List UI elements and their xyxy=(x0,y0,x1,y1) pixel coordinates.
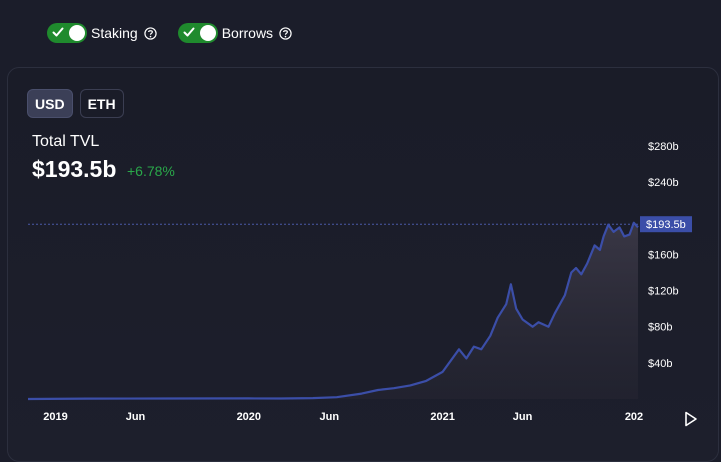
borrows-switch[interactable] xyxy=(177,23,218,43)
tvl-chart[interactable]: $40b $80b $120b $160b $240b $280b $193.5b 201… xyxy=(8,68,719,462)
tvl-change: +6.78% xyxy=(127,163,175,179)
x-tick-label: Jun xyxy=(126,411,146,423)
tvl-chart-card: USD ETH Total TVL $193.5b +6.78% $40b $80… xyxy=(7,67,719,462)
current-value-label: $193.5b xyxy=(646,219,686,231)
y-tick-label: $280b xyxy=(648,141,679,153)
check-icon xyxy=(52,27,64,37)
x-tick-label: 202 xyxy=(625,411,643,423)
tvl-value: $193.5b xyxy=(32,156,117,182)
usd-button[interactable]: USD xyxy=(27,89,73,118)
play-icon[interactable] xyxy=(684,411,698,427)
x-tick-label: 2021 xyxy=(430,411,454,423)
chart-toggles: Staking Borrows xyxy=(47,23,292,43)
help-icon[interactable] xyxy=(279,26,292,40)
borrows-label: Borrows xyxy=(221,25,274,41)
y-tick-label: $80b xyxy=(648,322,672,334)
x-axis: 2019 Jun 2020 Jun 2021 Jun 202 xyxy=(43,411,643,423)
staking-switch[interactable] xyxy=(47,23,87,43)
check-icon xyxy=(183,27,195,37)
tvl-line xyxy=(27,221,639,401)
y-axis: $40b $80b $120b $160b $240b $280b xyxy=(648,141,679,370)
currency-tabs: USD ETH xyxy=(27,89,124,118)
y-tick-label: $160b xyxy=(648,249,679,261)
switch-knob xyxy=(199,25,216,41)
tvl-title: Total TVL xyxy=(32,133,100,150)
tvl-area xyxy=(28,222,638,399)
help-icon[interactable] xyxy=(144,26,157,40)
staking-label: Staking xyxy=(91,25,138,41)
eth-button[interactable]: ETH xyxy=(79,89,124,118)
x-tick-label: 2019 xyxy=(43,411,67,423)
switch-knob xyxy=(69,25,85,41)
y-tick-label: $120b xyxy=(648,286,679,298)
x-tick-label: Jun xyxy=(320,411,340,423)
y-tick-label: $40b xyxy=(648,358,672,370)
toggle-borrows: Borrows xyxy=(177,23,292,43)
current-value-tag xyxy=(640,216,692,233)
toggle-staking: Staking xyxy=(47,23,157,43)
x-tick-label: Jun xyxy=(513,411,533,423)
y-tick-label: $240b xyxy=(648,177,679,189)
x-tick-label: 2020 xyxy=(237,411,261,423)
